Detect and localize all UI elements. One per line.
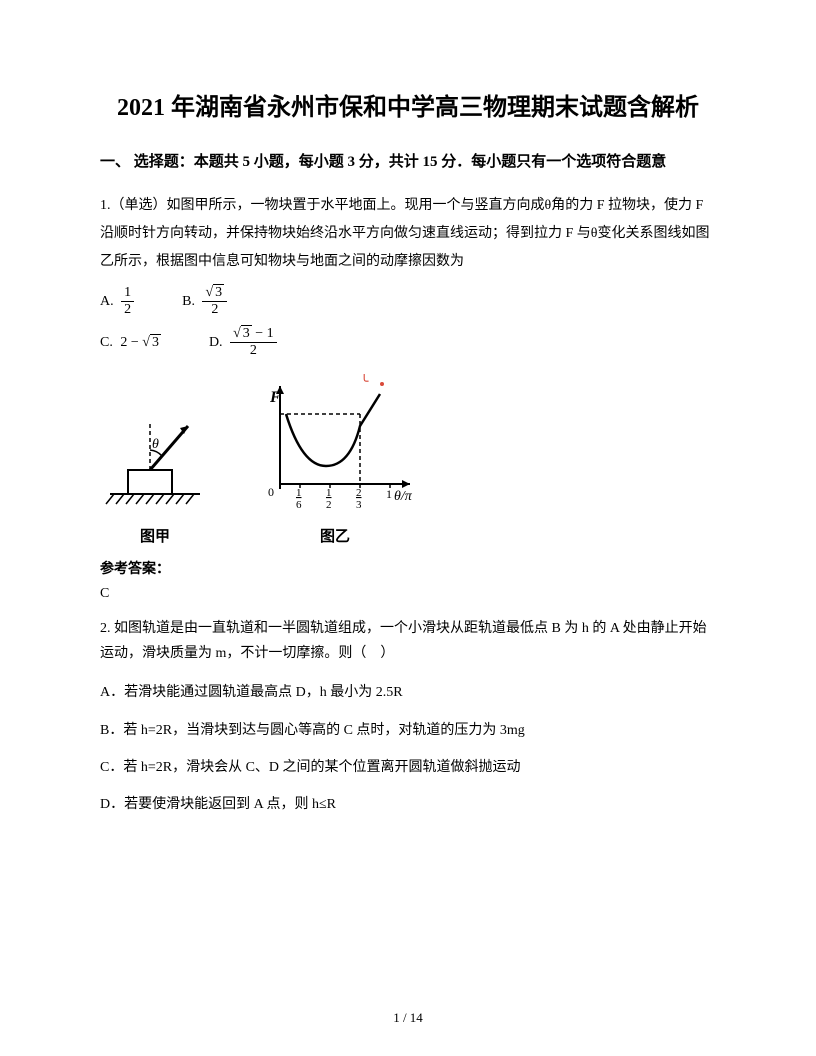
q1-optB: B. √3 2 (182, 286, 227, 317)
fig2-origin: 0 (268, 485, 274, 499)
radicand: 3 (213, 284, 224, 300)
radicand: 3 (241, 325, 252, 341)
fig2-tick3n: 2 (356, 487, 362, 499)
fig1-theta: θ (152, 437, 159, 452)
page-footer: 1 / 14 (0, 1010, 816, 1026)
fig2-tick1n: 1 (296, 487, 302, 499)
q1-figures: θ 图甲 ╰ F 0 1 (100, 374, 716, 546)
q2-stem: 2. 如图轨道是由一直轨道和一半圆轨道组成，一个小滑块从距轨道最低点 B 为 h… (100, 616, 716, 666)
frac-num: 1 (121, 286, 134, 302)
q2-optA: A．若滑块能通过圆轨道最高点 D，h 最小为 2.5R (100, 680, 716, 705)
q1-answer: C (100, 586, 716, 602)
fig2-tick1d: 6 (296, 499, 302, 511)
q1-optA: A. 1 2 (100, 286, 134, 317)
radicand: 3 (150, 334, 161, 350)
q1-optD-label: D. (209, 335, 223, 350)
frac-den: 2 (121, 302, 134, 317)
red-mark: ╰ (360, 374, 369, 390)
page-title: 2021 年湖南省永州市保和中学高三物理期末试题含解析 (100, 90, 716, 126)
q1-optA-label: A. (100, 294, 114, 309)
q1-fig2: ╰ F 0 1 6 1 2 2 3 (250, 374, 420, 546)
q1-stem: 1.（单选）如图甲所示，一物块置于水平地面上。现用一个与竖直方向成θ角的力 F … (100, 192, 716, 276)
frac-den: 2 (208, 302, 221, 317)
fig1-caption: 图甲 (100, 525, 210, 546)
q1-options-row2: C. 2 − √3 D. √3 − 1 2 (100, 327, 716, 358)
frac-den: 2 (247, 343, 260, 358)
fig2-ylabel: F (269, 389, 281, 406)
q2-optC: C．若 h=2R，滑块会从 C、D 之间的某个位置离开圆轨道做斜抛运动 (100, 755, 716, 780)
fig1-svg: θ (100, 404, 210, 514)
frac-num: √3 − 1 (230, 327, 277, 343)
frac-num: √3 (202, 286, 227, 302)
fig2-tick2n: 1 (326, 487, 332, 499)
q2-optD: D．若要使滑块能返回到 A 点，则 h≤R (100, 792, 716, 817)
q1-optB-label: B. (182, 294, 195, 309)
q1-optC-expr: 2 − √3 (120, 334, 161, 350)
q1-optD-frac: √3 − 1 2 (230, 327, 277, 358)
q1-optC: C. 2 − √3 (100, 335, 161, 351)
fig2-tick2d: 2 (326, 499, 332, 511)
section-header: 一、 选择题：本题共 5 小题，每小题 3 分，共计 15 分．每小题只有一个选… (100, 150, 716, 174)
q1-optB-frac: √3 2 (202, 286, 227, 317)
expr-tail: − 1 (252, 326, 274, 341)
q1-optD: D. √3 − 1 2 (209, 327, 277, 358)
fig2-caption: 图乙 (250, 525, 420, 546)
q2-optB: B．若 h=2R，当滑块到达与圆心等高的 C 点时，对轨道的压力为 3mg (100, 718, 716, 743)
fig2-tick4: 1 (386, 487, 392, 501)
fig2-svg: ╰ F 0 1 6 1 2 2 3 (250, 374, 420, 514)
fig2-xlabel: θ/π (394, 489, 413, 504)
q1-options-row1: A. 1 2 B. √3 2 (100, 286, 716, 317)
q1-fig1: θ 图甲 (100, 404, 210, 546)
q1-optA-frac: 1 2 (121, 286, 134, 317)
q1-answer-label: 参考答案： (100, 558, 716, 578)
expr-prefix: 2 − (120, 335, 142, 350)
q1-optC-label: C. (100, 335, 113, 350)
red-dot (380, 382, 384, 386)
fig2-tick3d: 3 (356, 499, 362, 511)
